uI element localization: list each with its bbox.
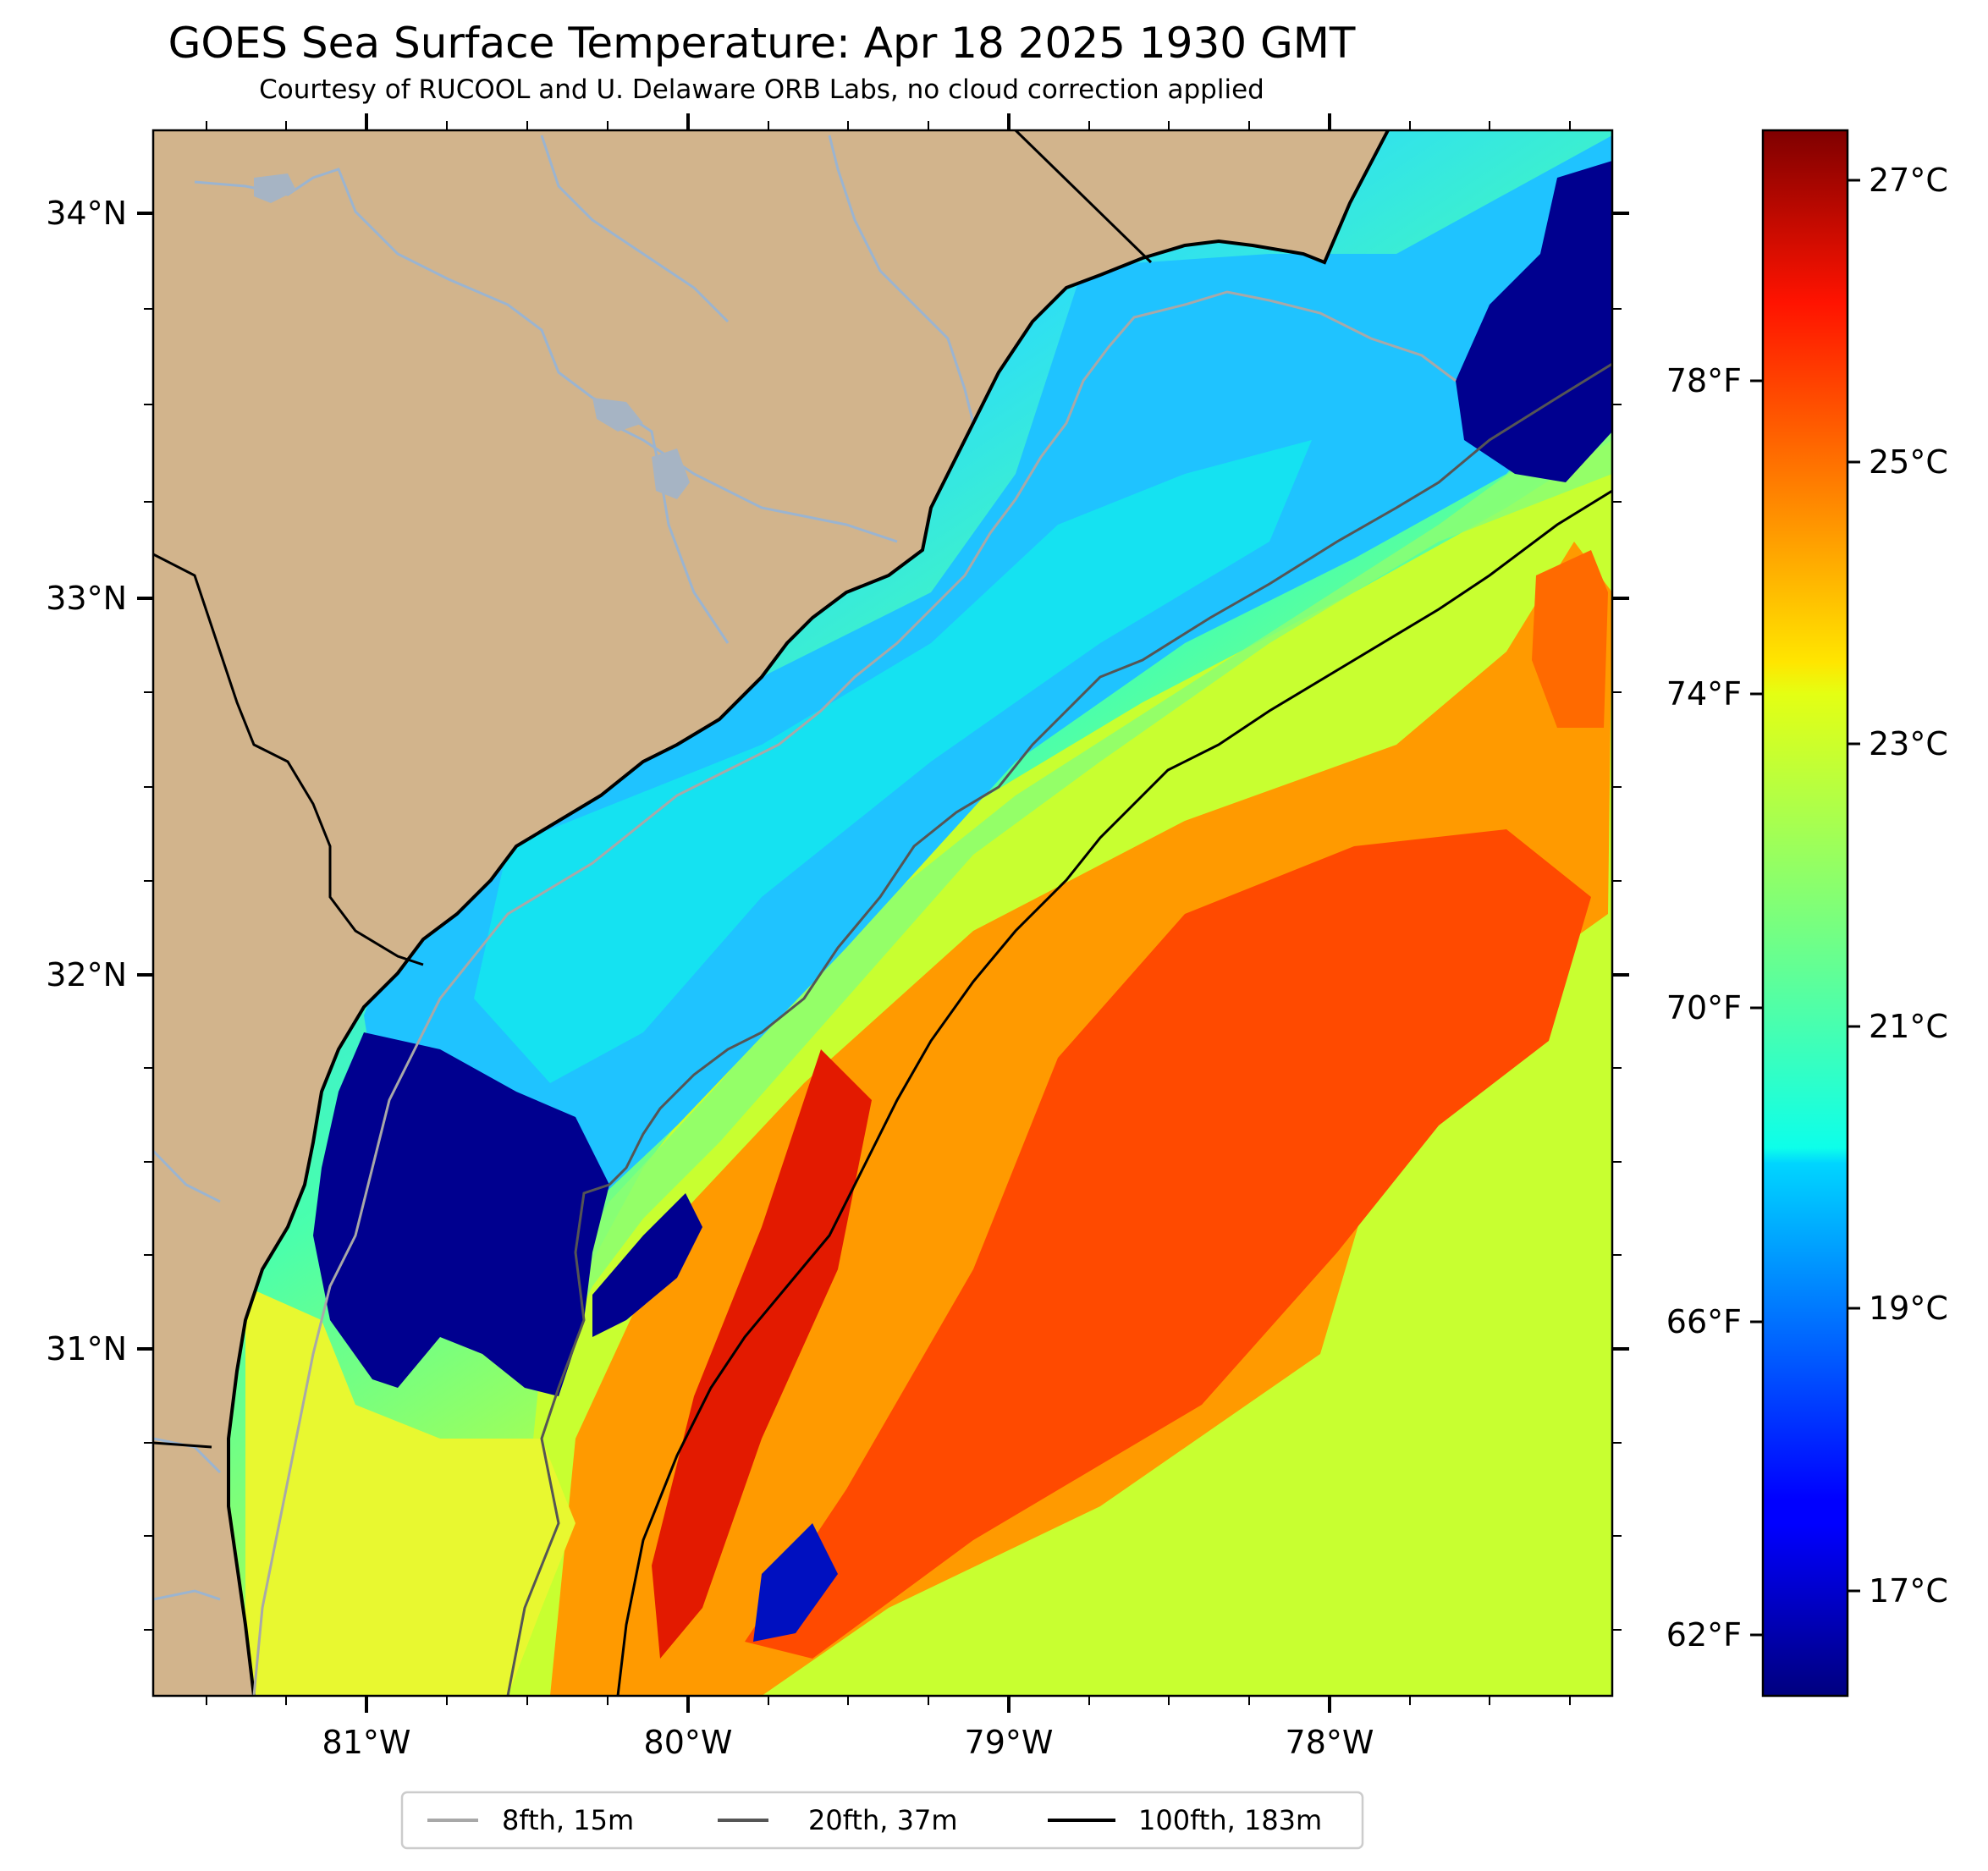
lon-label-81: 81°W (322, 1724, 411, 1761)
sst-shelf-green-band (542, 398, 1612, 1354)
colorbar-label-66f: 66°F (1666, 1303, 1742, 1340)
sst-red-ridge (652, 1049, 872, 1659)
reservoirs (254, 173, 690, 499)
sst-east-warm-patch (1532, 550, 1608, 728)
sst-cold-filament-south (753, 1523, 838, 1642)
colorbar-label-17c: 17°C (1869, 1572, 1948, 1610)
legend-box (400, 1791, 1364, 1850)
sst-red-orange-region (745, 829, 1591, 1659)
coastline (227, 130, 1390, 1696)
sst-nearshore-yellow-south (245, 1286, 575, 1696)
colorbar-label-27c: 27°C (1869, 162, 1948, 199)
state-borders (153, 130, 1153, 1449)
colorbar: 27°C 25°C 23°C 21°C 19°C 17°C 78°F 74°F … (1666, 129, 1948, 1698)
lat-label-31: 31°N (46, 1330, 127, 1367)
legend-label-100fth: 100fth, 183m (1138, 1804, 1322, 1836)
lat-label-32: 32°N (46, 956, 127, 993)
land (153, 130, 1388, 1696)
contour-20fth (506, 362, 1612, 1696)
colorbar-label-21c: 21°C (1869, 1008, 1948, 1045)
map-frame (151, 129, 1614, 1698)
colorbar-label-70f: 70°F (1666, 989, 1742, 1026)
map-title: GOES Sea Surface Temperature: Apr 18 202… (168, 19, 1356, 68)
sst-cold-pool-northeast (1456, 161, 1612, 482)
colorbar-label-74f: 74°F (1666, 675, 1742, 713)
colorbar-label-78f: 78°F (1666, 362, 1742, 399)
map-minor-ticks (144, 121, 1622, 1705)
sst-nearshore-cyan (474, 440, 1312, 1083)
colorbar-label-62f: 62°F (1666, 1616, 1742, 1654)
sst-cold-tongue (592, 1193, 702, 1337)
legend-label-8fth: 8fth, 15m (502, 1804, 634, 1836)
map-subtitle: Courtesy of RUCOOL and U. Delaware ORB L… (259, 74, 1264, 105)
lon-label-80: 80°W (644, 1724, 733, 1761)
contour-100fth (616, 489, 1612, 1696)
contour-8fth (252, 290, 1457, 1696)
colorbar-label-25c: 25°C (1869, 443, 1948, 481)
lat-label-34: 34°N (46, 195, 127, 232)
legend-label-20fth: 20fth, 37m (808, 1804, 957, 1836)
colorbar-label-23c: 23°C (1869, 725, 1948, 762)
sst-map (153, 130, 1612, 1696)
lon-label-78: 78°W (1286, 1724, 1374, 1761)
colorbar-label-19c: 19°C (1869, 1290, 1948, 1327)
map-ticks (137, 113, 1629, 1713)
sst-cold-pool-georgia (313, 1032, 609, 1396)
colorbar-gradient (1761, 129, 1849, 1698)
legend: 8fth, 15m 20fth, 37m 100fth, 183m (400, 1791, 1364, 1850)
lon-label-79: 79°W (965, 1724, 1054, 1761)
lat-label-33: 33°N (46, 580, 127, 617)
